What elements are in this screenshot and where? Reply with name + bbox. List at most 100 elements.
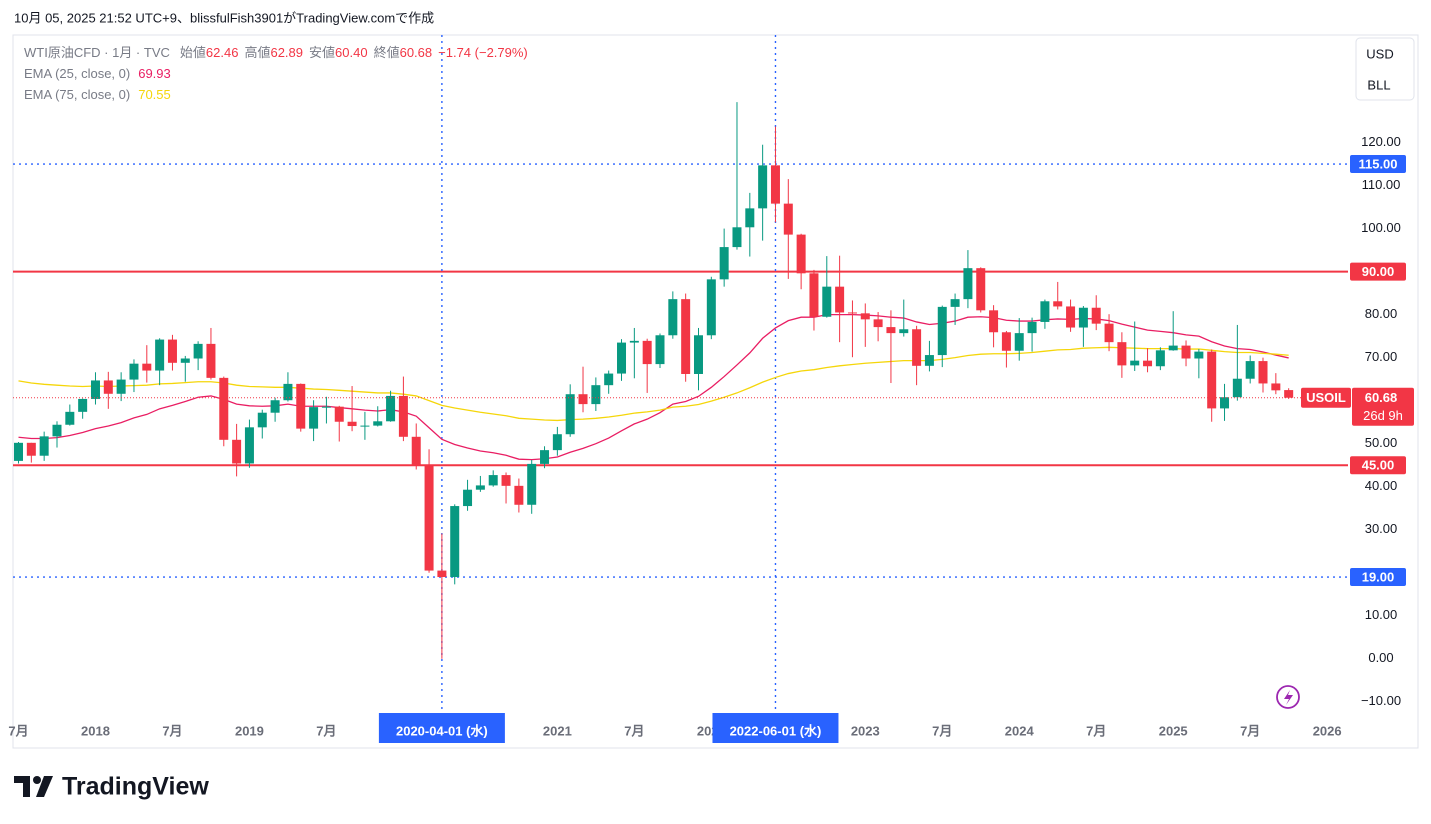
ticker-bg: [1301, 387, 1351, 408]
candle-body: [822, 286, 832, 317]
candle-body: [1168, 345, 1178, 351]
candle-body: [373, 421, 383, 426]
candle-body: [424, 465, 434, 571]
candle-body: [103, 380, 113, 394]
x-tick-label: 7月: [624, 723, 644, 738]
ohlc-label: 終値: [374, 45, 400, 60]
x-tick-label: 7月: [8, 723, 28, 738]
candle-body: [39, 436, 49, 456]
frame: [12, 34, 1419, 749]
y-tick-label: 70.00: [1365, 349, 1398, 364]
candle-body: [899, 329, 909, 334]
candle-body: [989, 310, 999, 333]
candle-body: [1078, 307, 1088, 328]
candle-body: [1245, 361, 1255, 379]
candle-body: [283, 383, 293, 401]
candle-body: [809, 273, 819, 317]
line-label: 115.00: [1358, 156, 1397, 171]
x-tick-label: 7月: [162, 723, 182, 738]
candle-body: [629, 340, 639, 343]
ema-line: [18, 346, 1289, 422]
line-label-bg: [1350, 155, 1406, 174]
ohlc-value: 62.46: [206, 45, 239, 60]
y-tick-label: 40.00: [1365, 478, 1398, 493]
line-label-bg: [1350, 568, 1406, 587]
candle-body: [244, 427, 254, 464]
candle-body: [1130, 360, 1140, 366]
alert-icon[interactable]: [1276, 685, 1300, 709]
ohlc-label: 安値: [309, 45, 335, 60]
logo: [14, 776, 53, 797]
candle-body: [693, 335, 703, 374]
candle-body: [360, 425, 370, 427]
countdown: 26d 9h: [1363, 408, 1403, 423]
y-tick-label: 50.00: [1365, 435, 1398, 450]
candle-body: [26, 442, 36, 456]
y-tick-label: 100.00: [1361, 220, 1401, 235]
candle-body: [835, 286, 845, 313]
ema-name: EMA (75, close, 0): [24, 87, 130, 102]
ema-name: EMA (25, close, 0): [24, 66, 130, 81]
candle-body: [1001, 332, 1011, 351]
legend: WTI原油CFD · 1月 · TVC 始値62.46 高値62.89 安値60.40…: [24, 45, 528, 60]
candle-body: [706, 279, 716, 336]
candle-body: [52, 424, 62, 437]
candle-body: [796, 234, 806, 274]
ohlc-value: 60.40: [335, 45, 368, 60]
candle-body: [642, 340, 652, 365]
candle-body: [206, 343, 216, 378]
price-label: 60.68: [1365, 390, 1398, 405]
currency[interactable]: USD: [1366, 46, 1393, 61]
brand: TradingView: [62, 773, 209, 801]
candle-body: [668, 299, 678, 336]
candle-body: [232, 439, 242, 464]
candle-body: [129, 363, 139, 380]
candle-body: [873, 319, 883, 328]
ema-value: 70.55: [138, 87, 171, 102]
candle-body: [193, 343, 203, 359]
candle-body: [257, 412, 267, 428]
candle-body: [770, 165, 780, 204]
candle-body: [398, 395, 408, 437]
candle-body: [488, 475, 498, 486]
candle-body: [219, 377, 229, 440]
candle-body: [514, 485, 524, 505]
candle-body: [540, 450, 550, 464]
candle-body: [167, 339, 177, 363]
candle-body: [617, 342, 627, 374]
candle-body: [14, 442, 23, 461]
candle-body: [1155, 350, 1165, 367]
candle-body: [321, 406, 331, 408]
candle-body: [1104, 323, 1114, 343]
candle-body: [1194, 351, 1204, 359]
line-label: 90.00: [1362, 264, 1395, 279]
candle-body: [578, 394, 588, 405]
candle-body: [1053, 301, 1063, 307]
candle-body: [1258, 361, 1268, 384]
line-label: 45.00: [1362, 458, 1395, 473]
candle-body: [463, 489, 473, 507]
unit-box[interactable]: [1355, 37, 1415, 101]
candle-body: [527, 463, 537, 505]
candle-body: [1014, 333, 1024, 351]
candle-body: [912, 329, 922, 366]
candle-body: [719, 247, 729, 280]
ohlc-value: 60.68: [400, 45, 433, 60]
overlay: 120.00 110.00 100.00 80.00 70.00 50.00 40.00 30…: [8, 45, 1414, 743]
candle-body: [450, 506, 460, 578]
x-tick-label: 7月: [316, 723, 336, 738]
ohlc-label: 始値: [180, 45, 206, 60]
candle-body: [976, 268, 986, 311]
x-tick-label: 2019: [235, 723, 264, 738]
line-label-bg: [1350, 456, 1406, 475]
candle-body: [950, 299, 960, 307]
candle-body: [180, 358, 190, 363]
candle-body: [90, 380, 100, 399]
caption: 10月 05, 2025 21:52 UTC+9、blissfulFish390…: [14, 10, 434, 25]
x-tick-label: 2025: [1159, 723, 1188, 738]
unit[interactable]: BLL: [1367, 77, 1390, 92]
line-label-bg: [1350, 262, 1406, 281]
candle-body: [604, 373, 614, 386]
candle-body: [681, 299, 691, 374]
candle-body: [732, 227, 742, 248]
